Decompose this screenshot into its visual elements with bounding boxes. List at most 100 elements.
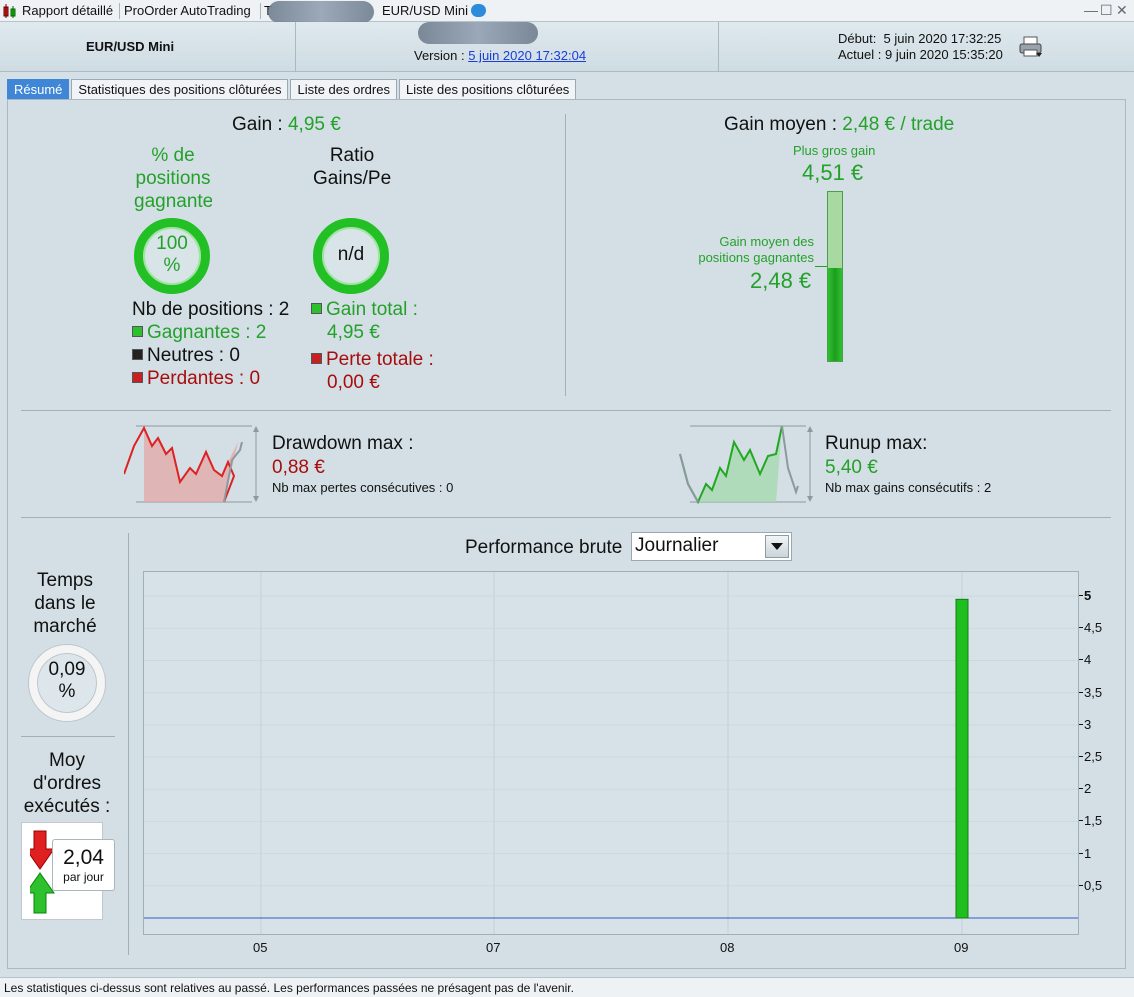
perte-totale-value: 0,00 € <box>327 372 380 393</box>
y-tick-label: 1,5 <box>1084 813 1103 829</box>
period-select-value: Journalier <box>635 535 719 556</box>
gain-total-label: Gain total : <box>326 299 418 320</box>
moy-label-line: exécutés : <box>23 796 111 817</box>
pct-label-line: positions <box>135 168 211 189</box>
green-square-icon <box>311 303 322 314</box>
positions-breakdown: Nb de positions : 2 Gagnantes : 2 Neutre… <box>132 298 289 390</box>
version-link[interactable]: 5 juin 2020 17:32:04 <box>468 48 587 63</box>
chat-bubble-icon[interactable] <box>471 4 486 17</box>
tab-liste-ordres[interactable]: Liste des ordres <box>290 79 397 99</box>
pct-label-line: gagnante <box>134 191 212 212</box>
y-tick-label: 3 <box>1084 716 1092 732</box>
up-down-arrows-icon <box>30 830 55 914</box>
perdantes-row: Perdantes : 0 <box>132 367 289 390</box>
gain-moyen-value: 2,48 € / trade <box>842 114 955 135</box>
temps-label: Temps dans le marché <box>22 569 108 638</box>
y-tick-label: 1 <box>1084 845 1092 861</box>
gain-moyen-gagnantes-line: Gain moyen des <box>719 234 814 249</box>
neutres-text: Neutres : 0 <box>147 345 240 366</box>
nb-positions: Nb de positions : 2 <box>132 299 290 320</box>
temps-label-line: dans le <box>34 593 96 614</box>
temps-value-line: 0,09 <box>48 659 86 680</box>
minimize-icon[interactable]: — <box>1084 2 1098 18</box>
gagnantes-row: Gagnantes : 2 <box>132 321 289 344</box>
tab-resume[interactable]: Résumé <box>7 79 70 99</box>
footer-disclaimer: Les statistiques ci-dessus sont relative… <box>0 977 1134 997</box>
y-tick-label: 2 <box>1084 781 1092 797</box>
start-value: 5 juin 2020 17:32:25 <box>883 31 1002 46</box>
black-square-icon <box>132 349 143 360</box>
titlebar-separator <box>119 3 120 19</box>
tab-statistiques[interactable]: Statistiques des positions clôturées <box>71 79 289 99</box>
vertical-divider <box>565 114 566 396</box>
maximize-icon[interactable]: ☐ <box>1100 2 1113 18</box>
header-cell-version <box>296 22 719 72</box>
chart-bar[interactable] <box>955 598 969 919</box>
y-tick-mark <box>1079 852 1083 854</box>
redacted-blur <box>268 1 374 23</box>
moy-ordres-label: Moy d'ordres exécutés : <box>18 749 116 818</box>
pointer-line <box>815 266 827 267</box>
version-info: Version : 5 juin 2020 17:32:04 <box>414 48 586 63</box>
version-label: Version : <box>414 48 465 63</box>
titlebar-separator <box>260 3 261 19</box>
red-square-icon <box>132 372 143 383</box>
perte-totale-row: Perte totale : <box>311 348 434 371</box>
gain-moyen-heading: Gain moyen : 2,48 € / trade <box>724 114 954 136</box>
gain-total-value: 4,95 € <box>327 322 380 343</box>
gain-value: 4,95 € <box>287 114 341 135</box>
drawdown-sparkline <box>124 425 259 503</box>
y-tick-mark <box>1079 723 1083 725</box>
header-cell-instrument <box>0 22 296 72</box>
y-tick-label: 4 <box>1084 652 1092 668</box>
moy-label-line: Moy <box>49 750 85 771</box>
y-tick-mark <box>1079 691 1083 693</box>
plus-gros-gain-value: 4,51 € <box>802 160 864 185</box>
start-label: Début: <box>838 31 877 46</box>
now-value: 9 juin 2020 15:35:20 <box>884 47 1003 62</box>
performance-title: Performance brute <box>465 537 623 558</box>
gain-label: Gain : <box>232 114 283 135</box>
drawdown-value: 0,88 € <box>272 457 325 478</box>
horizontal-divider <box>21 736 115 737</box>
x-tick-label: 08 <box>720 940 735 955</box>
y-tick-mark <box>1079 627 1083 629</box>
y-tick-label: 0,5 <box>1084 877 1103 893</box>
totals: Gain total : 4,95 € Perte totale : 0,00 … <box>311 298 434 394</box>
y-tick-label: 2,5 <box>1084 749 1103 765</box>
gain-moyen-gagnantes-label: Gain moyen des positions gagnantes <box>694 234 814 266</box>
printer-icon[interactable] <box>1018 36 1044 58</box>
x-tick-label: 07 <box>486 940 501 955</box>
titlebar-tab-instrument[interactable]: EUR/USD Mini <box>382 3 468 18</box>
period-select[interactable]: Journalier <box>631 532 792 561</box>
neutres-row: Neutres : 0 <box>132 344 289 367</box>
y-tick-mark <box>1079 756 1083 758</box>
y-tick-label: 5 <box>1084 588 1092 604</box>
pct-value: 100 % <box>143 233 201 277</box>
titlebar-tab-redacted[interactable]: T <box>264 3 272 18</box>
titlebar-tab-rapport[interactable]: Rapport détaillé <box>22 3 114 18</box>
chevron-down-icon[interactable] <box>765 535 789 558</box>
gain-total-row: Gain total : <box>311 298 434 321</box>
y-tick-label: 3,5 <box>1084 684 1103 700</box>
gain-moyen-label: Gain moyen : <box>724 114 837 135</box>
temps-value-line: % <box>58 681 76 702</box>
date-range: Début: 5 juin 2020 17:32:25 Actuel : 9 j… <box>838 31 1003 63</box>
ratio-label-line: Ratio <box>329 145 375 166</box>
pct-label-line: % de <box>151 145 195 166</box>
report-header: EUR/USD Mini Version : 5 juin 2020 17:32… <box>0 22 1134 72</box>
close-icon[interactable]: ✕ <box>1116 2 1128 18</box>
tab-liste-positions[interactable]: Liste des positions clôturées <box>398 79 577 99</box>
gain-moyen-gagnantes-line: positions gagnantes <box>698 250 814 265</box>
titlebar-tab-proorder[interactable]: ProOrder AutoTrading <box>124 3 251 18</box>
y-tick-mark <box>1079 659 1083 661</box>
drawdown-label: Drawdown max : <box>272 433 414 454</box>
y-tick-mark <box>1079 788 1083 790</box>
gain-heading: Gain : 4,95 € <box>232 114 341 136</box>
gain-range-bar-fill <box>828 268 842 361</box>
gagnantes-text: Gagnantes : 2 <box>147 322 267 343</box>
moy-value: 2,04 <box>63 846 104 869</box>
performance-chart-svg <box>144 572 1078 934</box>
pct-value-line: % <box>163 255 181 276</box>
horizontal-divider <box>21 410 1111 411</box>
